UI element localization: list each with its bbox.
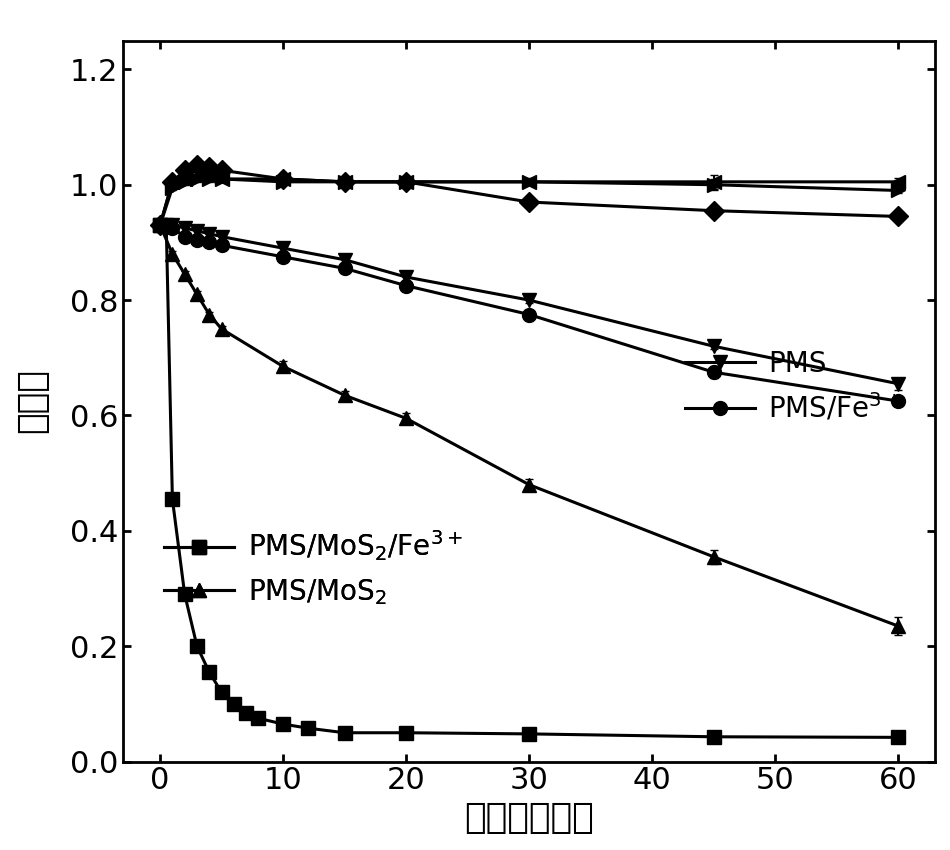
X-axis label: 时间（分钟）: 时间（分钟） — [465, 801, 594, 835]
Y-axis label: 去除率: 去除率 — [15, 369, 49, 434]
Legend: PMS/MoS$_2$/Fe$^{3+}$, PMS/MoS$_2$: PMS/MoS$_2$/Fe$^{3+}$, PMS/MoS$_2$ — [153, 518, 474, 618]
